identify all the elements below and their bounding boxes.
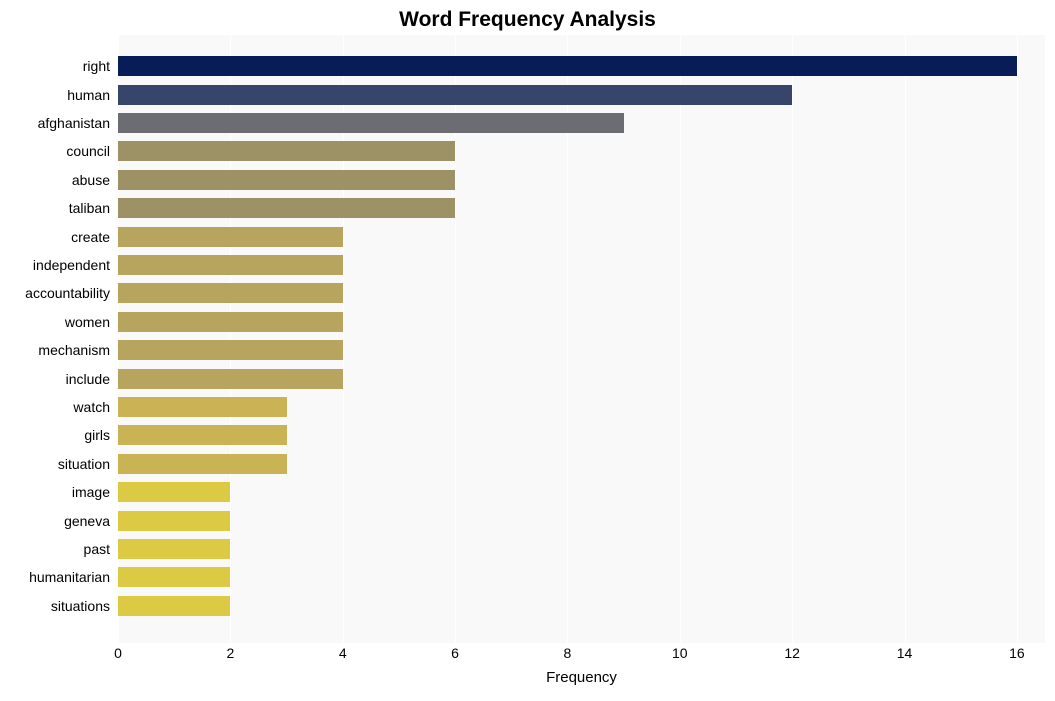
plot-area: righthumanafghanistancouncilabusetaliban… [118, 35, 1045, 643]
bar [118, 482, 230, 502]
x-axis-tick: 12 [784, 645, 800, 661]
bar [118, 567, 230, 587]
x-axis-tick: 14 [897, 645, 913, 661]
y-axis-label: situations [51, 596, 118, 616]
x-axis-tick: 2 [226, 645, 234, 661]
bar [118, 113, 624, 133]
bar [118, 425, 287, 445]
bar [118, 255, 343, 275]
word-frequency-chart: Word Frequency Analysis righthumanafghan… [0, 0, 1055, 701]
x-axis-tick: 8 [564, 645, 572, 661]
y-axis-label: human [67, 85, 118, 105]
x-axis-tick: 10 [672, 645, 688, 661]
y-axis-label: accountability [25, 283, 118, 303]
y-axis-label: create [71, 227, 118, 247]
y-axis-label: women [65, 312, 118, 332]
x-axis-tick: 4 [339, 645, 347, 661]
y-axis-label: situation [58, 454, 118, 474]
y-axis-label: image [72, 482, 118, 502]
chart-title: Word Frequency Analysis [0, 8, 1055, 32]
bar [118, 369, 343, 389]
bar [118, 141, 455, 161]
y-axis-label: geneva [64, 511, 118, 531]
y-axis-label: afghanistan [38, 113, 118, 133]
bar [118, 397, 287, 417]
y-axis-label: humanitarian [29, 567, 118, 587]
bar [118, 340, 343, 360]
bar [118, 227, 343, 247]
y-axis-label: past [84, 539, 118, 559]
bar [118, 596, 230, 616]
bar [118, 539, 230, 559]
y-axis-label: independent [33, 255, 118, 275]
bars-container: righthumanafghanistancouncilabusetaliban… [118, 35, 1045, 643]
x-axis: Frequency 0246810121416 [118, 643, 1045, 683]
bar [118, 454, 287, 474]
y-axis-label: mechanism [38, 340, 118, 360]
bar [118, 511, 230, 531]
bar [118, 56, 1017, 76]
bar [118, 170, 455, 190]
y-axis-label: girls [84, 425, 118, 445]
y-axis-label: council [66, 141, 118, 161]
y-axis-label: abuse [72, 170, 118, 190]
x-axis-tick: 6 [451, 645, 459, 661]
bar [118, 198, 455, 218]
x-axis-label: Frequency [118, 669, 1045, 686]
y-axis-label: right [83, 56, 118, 76]
bar [118, 283, 343, 303]
y-axis-label: taliban [69, 198, 118, 218]
x-axis-tick: 0 [114, 645, 122, 661]
y-axis-label: watch [73, 397, 118, 417]
bar [118, 312, 343, 332]
x-axis-tick: 16 [1009, 645, 1025, 661]
bar [118, 85, 792, 105]
y-axis-label: include [66, 369, 118, 389]
